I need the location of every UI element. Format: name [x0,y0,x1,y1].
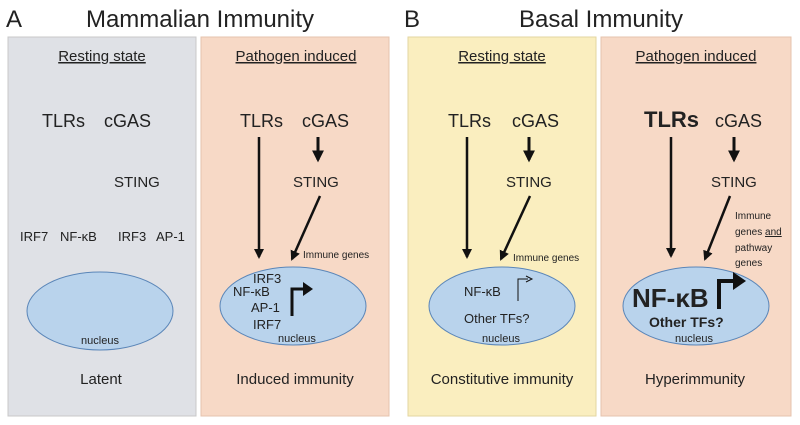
panel-a-resting-bg [7,36,197,417]
panel-a-resting-ap1: AP-1 [156,229,185,244]
panel-b-induced-genes-word: genes [735,227,762,238]
panel-b-resting-footer: Constitutive immunity [431,371,574,388]
panel-a-induced-heading: Pathogen induced [236,48,357,65]
panel-b-induced-sting-arrow [703,195,732,261]
panel-b-resting-cgas: cGAS [512,111,559,131]
panel-a-resting-nucleus [26,271,174,351]
panel-b-induced-transcription-arrowhead-icon [733,272,746,290]
panel-b-induced-heading: Pathogen induced [636,48,757,65]
panel-b-induced-cgas: cGAS [715,111,762,131]
panel-a-induced-cgas: cGAS [302,111,349,131]
panel-b-induced-other-tfs: Other TFs? [649,314,724,330]
panel-a-induced-irf3: IRF3 [253,271,281,286]
panel-b-resting-tlrs: TLRs [448,111,491,131]
panel-b-resting-nucleus-label: nucleus [482,333,520,345]
panel-a-resting-irf7: IRF7 [20,229,48,244]
panel-b-induced-nfkb: NF-κB [632,283,709,313]
panel-a-induced-transcription-arrow-icon [290,287,304,316]
panel-b-induced-transcription-arrow-icon [717,279,735,309]
panel-a-induced-nfkb: NF-κB [233,284,270,299]
panel-a-induced-tlrs: TLRs [240,111,283,131]
panel-b-induced-genes-line3: pathway [735,243,772,254]
panel-b-induced-sting: STING [711,174,757,191]
panel-b-resting-bg [407,36,597,417]
panel-b-resting-transcription-arrow-icon [517,278,528,301]
panel-b-resting-immune-genes: Immune genes [513,253,579,264]
panel-a-induced-transcription-arrowhead-icon [303,282,313,296]
panel-a-induced-immune-genes: Immune genes [303,250,369,261]
panel-b-resting-nucleus [428,266,576,346]
figure-a-letter: A [6,6,22,33]
panel-a-induced-bg [200,36,390,417]
panel-b-induced-footer: Hyperimmunity [645,371,746,388]
panel-a-induced-ap1: AP-1 [251,300,280,315]
panel-b-induced-bg [600,36,792,417]
panel-a-resting-nfkb: NF-κB [60,229,97,244]
panel-b-induced-genes-line2: genes and [735,227,782,238]
panel-b-induced-tlrs: TLRs [644,107,699,132]
panel-a-induced-sting-arrow [290,195,322,261]
panel-a-resting-irf3: IRF3 [118,229,146,244]
panel-b-resting-heading: Resting state [458,48,546,65]
figure-b-title: Basal Immunity [519,6,683,33]
panel-a-resting-footer: Latent [80,371,123,388]
panel-b-induced-nucleus [622,266,770,346]
panel-b-resting-nfkb: NF-κB [464,284,501,299]
panel-b-induced-genes-line1: Immune [735,211,772,222]
panel-a-resting-cgas: cGAS [104,111,151,131]
panel-b-induced-nucleus-label: nucleus [675,333,713,345]
panel-a-resting-nucleus-label: nucleus [81,335,119,347]
panel-b-induced-genes-line4: genes [735,258,762,269]
panel-b-induced-genes-and: and [765,227,782,238]
panel-a-induced-irf7: IRF7 [253,317,281,332]
panel-a-resting-tlrs: TLRs [42,111,85,131]
panel-a-resting-sting: STING [114,174,160,191]
panel-b-resting-sting-arrow [499,195,532,261]
panel-b-resting-other-tfs: Other TFs? [464,311,530,326]
panel-a-resting-heading: Resting state [58,48,146,65]
panel-a-induced-sting: STING [293,174,339,191]
panel-a-induced-nucleus-label: nucleus [278,333,316,345]
panel-b-resting-sting: STING [506,174,552,191]
figure-b-letter: B [404,6,420,33]
panel-a-induced-footer: Induced immunity [236,371,354,388]
panel-b-resting-transcription-arrowhead-icon [525,275,534,283]
figure-a-title: Mammalian Immunity [86,6,314,33]
